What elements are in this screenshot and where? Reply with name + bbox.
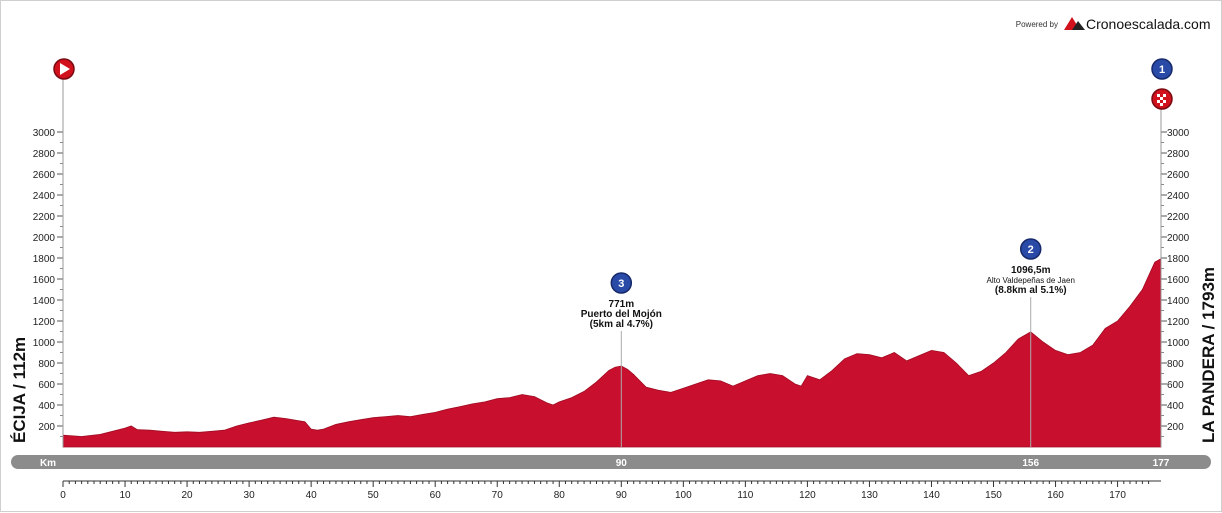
x-tick-label: 170: [1109, 490, 1126, 501]
x-tick-label: 110: [737, 490, 753, 501]
climb-category-label: 3: [618, 278, 624, 290]
x-tick-label: 150: [985, 490, 1002, 501]
y-tick-label-right: 400: [1167, 401, 1184, 412]
x-tick-label: 90: [616, 490, 628, 501]
km-bar-label: Km: [40, 458, 56, 469]
climb-name-label: Puerto del Mojón: [581, 309, 662, 320]
x-tick-label: 70: [492, 490, 504, 501]
x-tick-label: 120: [799, 490, 816, 501]
km-bar-marks: 90 156 177: [616, 458, 1170, 469]
climb-detail-label: (5km al 4.7%): [590, 319, 653, 330]
km-mark-label: 156: [1022, 458, 1039, 469]
y-tick-label-right: 2000: [1167, 233, 1190, 244]
climb-category-icon: [1019, 238, 1042, 260]
elevation-area: [62, 258, 1162, 448]
y-tick-label-right: 1800: [1167, 254, 1190, 265]
y-tick-label-right: 1600: [1167, 275, 1190, 286]
y-tick-label-left: 3000: [33, 128, 56, 139]
km-bar: [11, 455, 1211, 469]
finish-location-label: LA PANDERA / 1793m: [1199, 267, 1218, 443]
start-location-label: ÉCIJA / 112m: [10, 337, 29, 443]
x-tick-label: 60: [430, 490, 442, 501]
y-tick-label-right: 800: [1167, 359, 1184, 370]
y-tick-label-left: 2600: [33, 170, 56, 181]
right-altitude-axis: 200 400 600 800 1000 1200 1400 1600 1800 2000 2200…: [1161, 128, 1190, 437]
y-tick-label-right: 1200: [1167, 317, 1190, 328]
x-tick-label: 40: [306, 490, 318, 501]
y-tick-label-left: 800: [38, 359, 55, 370]
y-tick-label-right: 3000: [1167, 128, 1190, 139]
y-tick-label-left: 1400: [33, 296, 56, 307]
km-mark-label: 177: [1153, 458, 1170, 469]
x-tick-label: 30: [244, 490, 256, 501]
x-tick-label: 160: [1047, 490, 1064, 501]
climb-category-icon: [610, 272, 633, 294]
x-tick-label: 20: [182, 490, 194, 501]
climb-altitude-label: 771m: [609, 299, 635, 310]
y-tick-label-right: 200: [1167, 422, 1184, 433]
climb-altitude-label: 1096,5m: [1011, 265, 1051, 276]
x-tick-label: 140: [923, 490, 940, 501]
y-tick-label-left: 2800: [33, 149, 56, 160]
y-tick-label-left: 200: [38, 422, 55, 433]
y-tick-label-right: 2200: [1167, 212, 1190, 223]
y-tick-label-right: 2400: [1167, 191, 1190, 202]
brand-link[interactable]: Cronoescalada.com: [1086, 16, 1211, 32]
climb-detail-label: (8.8km al 5.1%): [995, 285, 1067, 296]
y-tick-label-left: 2200: [33, 212, 56, 223]
x-tick-label: 10: [119, 490, 131, 501]
y-tick-label-left: 2400: [33, 191, 56, 202]
km-mark-label: 90: [616, 458, 628, 469]
y-tick-label-left: 1200: [33, 317, 56, 328]
y-tick-label-left: 600: [38, 380, 55, 391]
x-tick-label: 50: [368, 490, 380, 501]
finish-category-badge-icon: 1: [1151, 58, 1173, 80]
x-tick-label: 130: [861, 490, 878, 501]
y-tick-label-left: 2000: [33, 233, 56, 244]
finish-checkered-flag-icon: [1151, 88, 1173, 110]
powered-by-text: Powered by: [1016, 20, 1058, 29]
y-tick-label-right: 2600: [1167, 170, 1190, 181]
y-tick-label-left: 1600: [33, 275, 56, 286]
start-flag-icon: [53, 58, 75, 80]
climb-category-label: 2: [1028, 244, 1034, 256]
y-tick-label-right: 2800: [1167, 149, 1190, 160]
svg-text:1: 1: [1159, 64, 1165, 76]
x-tick-label: 100: [675, 490, 692, 501]
x-tick-label: 0: [60, 490, 66, 501]
x-tick-label: 80: [554, 490, 566, 501]
y-tick-label-right: 600: [1167, 380, 1184, 391]
distance-axis: 0 10 20 30 40 50 60 70 80 90 100 110 120 130 140 150 160…: [60, 481, 1150, 501]
y-tick-label-right: 1000: [1167, 338, 1190, 349]
mountain-logo-icon: [1064, 17, 1085, 30]
y-tick-label-left: 400: [38, 401, 55, 412]
y-tick-label-left: 1800: [33, 254, 56, 265]
y-tick-label-left: 1000: [33, 338, 56, 349]
climb-name-label: Alto Valdepeñas de Jaen: [987, 276, 1075, 285]
left-altitude-axis: 200 400 600 800 1000 1200 1400 1600 1800 2000 2200…: [33, 128, 63, 437]
y-tick-label-right: 1400: [1167, 296, 1190, 307]
